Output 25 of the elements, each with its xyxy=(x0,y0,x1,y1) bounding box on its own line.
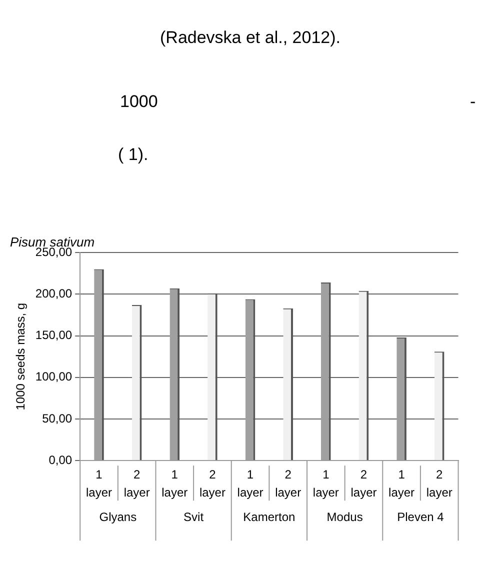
x-tick-label: Glyans xyxy=(99,510,137,524)
text: 2 layer xyxy=(124,468,150,500)
y-axis-title: 1000 seeds mass, g xyxy=(14,302,28,410)
x-tick-label: Kamerton xyxy=(243,510,296,524)
text: - xyxy=(470,92,476,112)
series-label: 1 layer xyxy=(388,468,415,500)
text: (Radevska et al., 2012). xyxy=(160,28,340,48)
text: 2 layer xyxy=(275,468,302,500)
text: 1000 xyxy=(120,92,158,112)
text: 1 layer xyxy=(86,468,112,500)
x-tick-label: Modus xyxy=(326,510,363,524)
y-tick-label: 200,00 xyxy=(35,286,72,301)
y-tick-label: 50,00 xyxy=(42,411,72,426)
text: 1 layer xyxy=(312,468,339,500)
series-label: 2 layer xyxy=(199,468,226,500)
y-tick-label: 150,00 xyxy=(35,328,72,342)
text: ( 1). xyxy=(118,145,148,165)
y-tick-label: 0,00 xyxy=(48,452,72,467)
text: 2 layer xyxy=(426,468,452,500)
text: 1 layer xyxy=(237,468,264,500)
x-tick-label: Svit xyxy=(184,510,204,524)
text: 1 layer xyxy=(162,468,188,500)
x-tick-label: Pleven 4 xyxy=(397,510,444,524)
y-tick-label: 100,00 xyxy=(35,370,72,384)
text: 2 layer xyxy=(350,468,377,500)
